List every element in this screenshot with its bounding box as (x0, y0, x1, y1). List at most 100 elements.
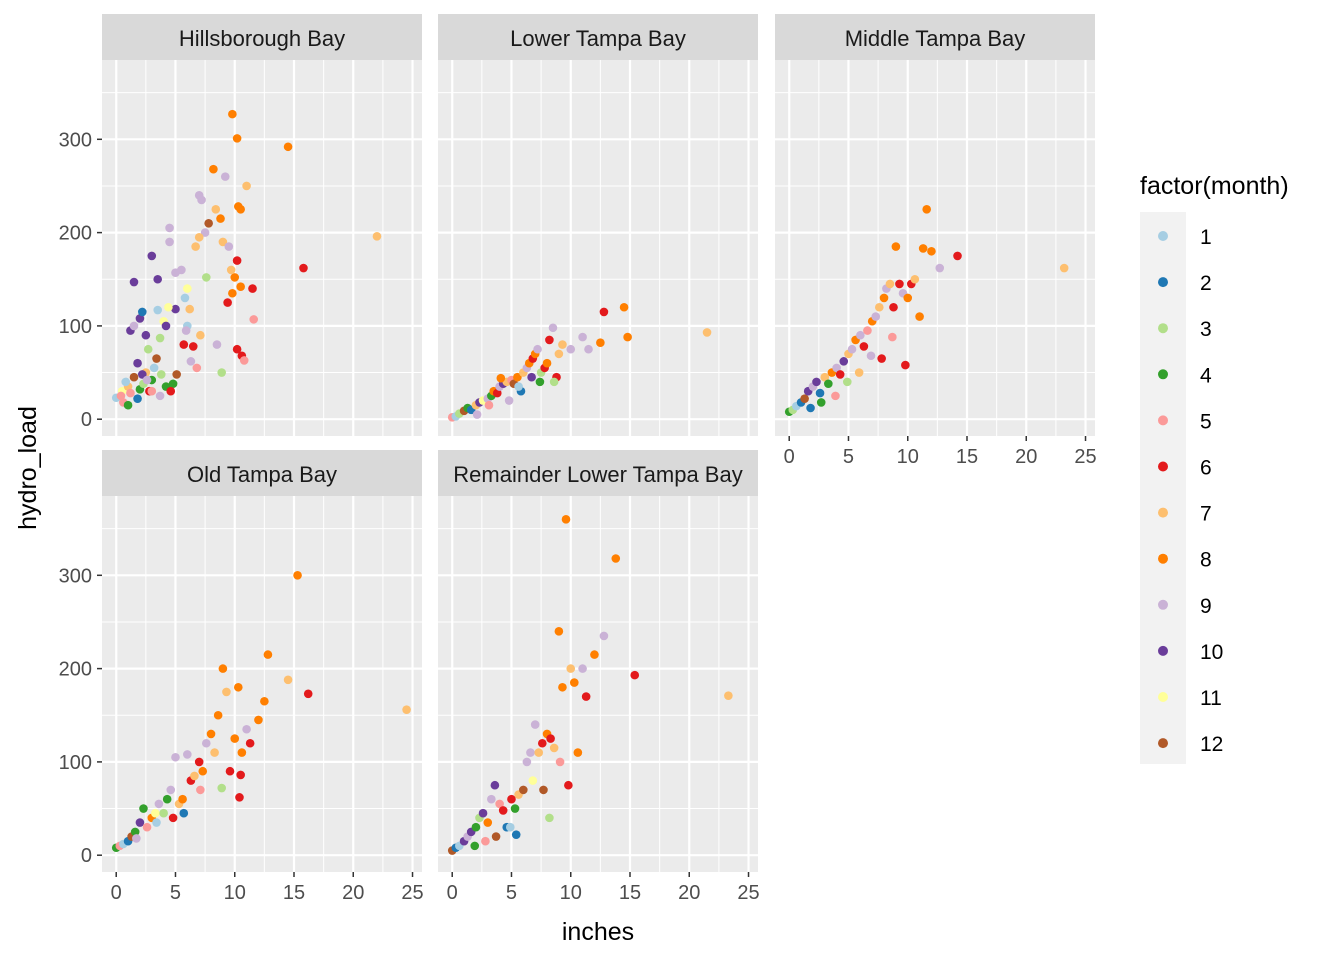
data-point (242, 724, 251, 734)
data-point (194, 757, 204, 767)
data-point (242, 181, 251, 191)
y-axis-title: hydro_load (14, 406, 42, 530)
data-point (165, 237, 174, 247)
x-tick-label: 0 (447, 882, 458, 904)
data-point (303, 689, 313, 699)
data-point (871, 312, 881, 321)
data-point (528, 776, 538, 785)
data-point (162, 794, 172, 804)
x-tick-label: 20 (342, 882, 364, 904)
data-point (546, 734, 555, 743)
legend-title: factor(month) (1140, 172, 1289, 200)
data-point (505, 822, 515, 832)
data-point (522, 757, 532, 767)
data-point (133, 394, 142, 403)
data-point (147, 386, 157, 396)
data-point (835, 370, 845, 379)
data-point (901, 360, 910, 370)
data-point (611, 554, 621, 563)
data-point (235, 793, 244, 802)
data-point (142, 822, 152, 832)
x-tick-label: 10 (897, 446, 919, 468)
data-point (299, 263, 308, 273)
data-point (116, 391, 126, 401)
legend-key (1158, 415, 1168, 426)
data-point (123, 400, 133, 410)
data-point (293, 571, 302, 580)
data-point (812, 377, 821, 387)
data-point (166, 785, 176, 795)
y-tick-label: 300 (59, 565, 92, 587)
data-point (491, 832, 501, 841)
data-point (578, 332, 587, 342)
data-point (139, 804, 148, 813)
data-point (171, 304, 180, 314)
data-point (842, 377, 852, 387)
data-point (166, 386, 176, 396)
data-point (245, 738, 255, 748)
data-point (206, 729, 216, 739)
data-point (212, 340, 222, 349)
x-tick-label: 15 (619, 882, 641, 904)
data-point (154, 799, 164, 809)
x-tick-label: 20 (1015, 446, 1037, 468)
legend-label: 7 (1200, 503, 1212, 526)
y-tick-label: 200 (59, 659, 92, 681)
data-point (216, 214, 225, 223)
data-point (507, 794, 516, 804)
data-point (599, 631, 609, 641)
data-point (910, 274, 920, 284)
data-point (190, 771, 199, 781)
data-point (564, 780, 573, 790)
data-point (153, 274, 163, 284)
data-point (470, 841, 480, 851)
data-point (186, 357, 196, 366)
data-point (490, 780, 500, 790)
data-point (483, 818, 493, 827)
data-point (539, 785, 548, 795)
data-point (168, 813, 178, 823)
data-point (155, 391, 165, 401)
data-point (854, 368, 864, 377)
data-point (549, 743, 559, 753)
data-point (151, 808, 160, 818)
data-point (165, 223, 174, 233)
y-tick-label: 0 (81, 845, 92, 867)
legend-label: 1 (1200, 226, 1212, 249)
panel-lower-tampa-bay: Lower Tampa Bay (438, 14, 758, 436)
data-point (172, 370, 181, 379)
data-point (156, 370, 166, 379)
data-point (197, 195, 206, 205)
data-point (232, 256, 242, 265)
strip-remainder-lower-tampa-bay (438, 450, 758, 496)
data-point (877, 354, 886, 363)
legend-label: 6 (1200, 457, 1212, 480)
x-tick-label: 25 (737, 882, 759, 904)
data-point (535, 377, 545, 387)
data-point (831, 391, 840, 401)
legend-key (1158, 738, 1168, 749)
data-point (584, 344, 593, 354)
legend-key (1158, 461, 1168, 472)
data-point (623, 332, 632, 342)
legend-background (1140, 212, 1186, 764)
data-point (211, 204, 221, 214)
data-point (471, 822, 481, 832)
data-point (372, 232, 382, 241)
data-point (217, 368, 227, 377)
data-point (922, 204, 932, 214)
data-point (526, 748, 535, 757)
data-point (213, 710, 223, 720)
data-point (596, 338, 605, 347)
data-point (495, 799, 504, 809)
data-point (534, 748, 544, 757)
data-point (137, 307, 147, 317)
data-point (815, 388, 825, 398)
data-point (514, 382, 523, 391)
data-point (222, 687, 231, 697)
data-point (232, 134, 242, 143)
data-point (218, 237, 228, 247)
data-point (511, 830, 521, 839)
data-point (554, 349, 564, 359)
